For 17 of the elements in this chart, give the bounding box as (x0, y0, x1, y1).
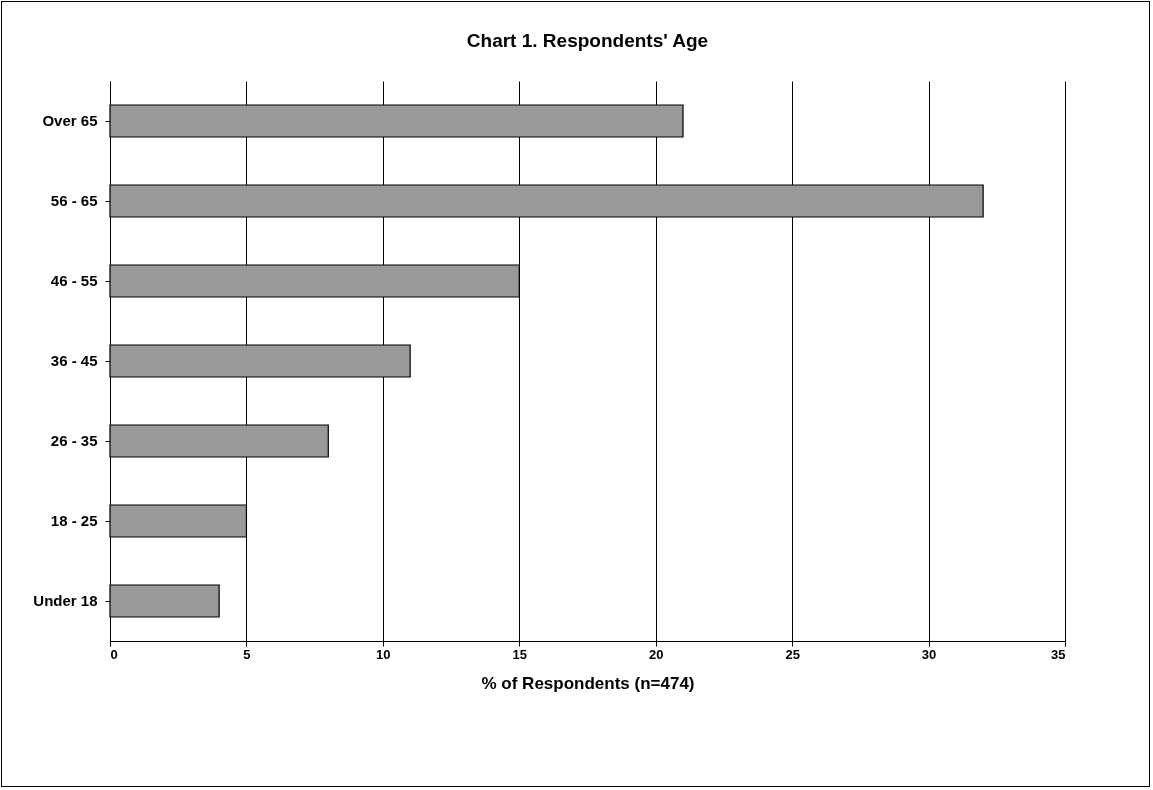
y-tick-label: 46 - 55 (50, 272, 98, 289)
x-tick-label: 0 (110, 646, 118, 662)
chart-title: Chart 1. Respondents' Age (466, 30, 709, 51)
y-tick-label: 18 - 25 (50, 512, 98, 529)
y-tick-label: Under 18 (33, 592, 98, 609)
x-tick-label: 15 (512, 646, 528, 662)
y-tick-label: 36 - 45 (50, 352, 98, 369)
y-tick-label: 56 - 65 (50, 192, 98, 209)
x-tick-label: 30 (921, 646, 937, 662)
x-tick-label: 35 (1051, 646, 1066, 662)
x-tick-label: 20 (648, 646, 664, 662)
x-axis-title: % of Respondents (n=474) (481, 673, 695, 693)
x-tick-label: 25 (785, 646, 800, 662)
y-tick-label: 26 - 35 (50, 432, 98, 449)
x-tick-label: 5 (243, 646, 251, 662)
x-tick-label: 10 (376, 646, 391, 662)
y-tick-label: Over 65 (42, 112, 98, 129)
